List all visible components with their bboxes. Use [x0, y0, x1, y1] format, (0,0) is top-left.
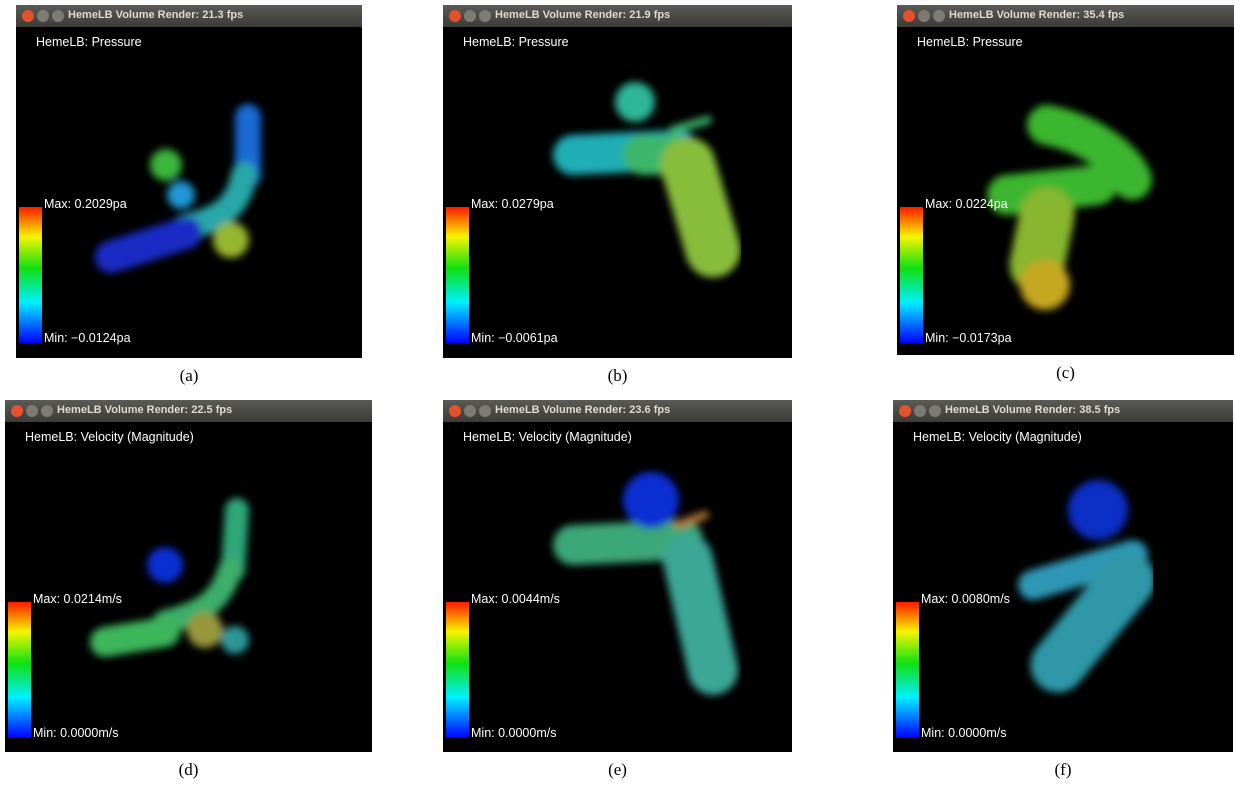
vessel-segment [1037, 215, 1047, 265]
field-label: HemeLB: Velocity (Magnitude) [913, 430, 1082, 444]
vessel [573, 82, 713, 250]
vessel-segment [105, 632, 165, 642]
field-label: HemeLB: Pressure [36, 35, 142, 49]
vessel-bulb [1068, 480, 1128, 540]
vessel [573, 472, 713, 670]
caption: (b) [608, 366, 628, 386]
render-view [443, 400, 792, 752]
vessel-bulb [150, 149, 182, 181]
vessel-segment [688, 560, 713, 670]
vessel-bulb [221, 626, 249, 654]
vessel-segment [673, 120, 708, 130]
min-label: Min: −0.0173pa [925, 331, 1012, 345]
color-bar [896, 602, 919, 738]
min-label: Min: 0.0000m/s [33, 726, 118, 740]
color-bar [446, 602, 469, 738]
render-view [443, 5, 792, 358]
max-label: Max: 0.0044m/s [471, 592, 560, 606]
min-label: Min: −0.0061pa [471, 331, 558, 345]
render-view [16, 5, 362, 358]
color-bar [8, 602, 31, 738]
vessel-bulb [623, 472, 679, 528]
field-label: HemeLB: Pressure [917, 35, 1023, 49]
render-view [5, 400, 372, 752]
vessel [1007, 125, 1132, 310]
vessel-bulb [187, 612, 223, 648]
min-label: Min: 0.0000m/s [921, 726, 1006, 740]
field-label: HemeLB: Pressure [463, 35, 569, 49]
vessel [111, 117, 249, 258]
color-bar [19, 207, 42, 343]
render-view [893, 400, 1233, 752]
vessel-bulb [1020, 260, 1070, 310]
max-label: Max: 0.0224pa [925, 197, 1008, 211]
field-label: HemeLB: Velocity (Magnitude) [463, 430, 632, 444]
max-label: Max: 0.0214m/s [33, 592, 122, 606]
vessel-bulb [167, 181, 195, 209]
max-label: Max: 0.0080m/s [921, 592, 1010, 606]
vessel-segment [111, 233, 186, 257]
vessel [105, 510, 249, 654]
color-bar [446, 207, 469, 343]
max-label: Max: 0.2029pa [44, 197, 127, 211]
vessel-bulb [147, 547, 183, 583]
vessel-segment [186, 175, 244, 227]
vessel-segment [678, 515, 705, 525]
vessel-bulb [615, 82, 655, 122]
vessel [1033, 480, 1133, 665]
vessel-segment [688, 165, 713, 250]
caption: (f) [1055, 760, 1072, 780]
vessel-bulb [213, 222, 249, 258]
min-label: Min: 0.0000m/s [471, 726, 556, 740]
figure: HemeLB Volume Render: 21.3 fpsHemeLB: Pr… [0, 0, 1235, 789]
render-view [897, 5, 1234, 355]
caption: (e) [608, 760, 627, 780]
vessel-segment [1058, 580, 1128, 665]
min-label: Min: −0.0124pa [44, 331, 131, 345]
max-label: Max: 0.0279pa [471, 197, 554, 211]
caption: (a) [180, 366, 199, 386]
caption: (c) [1056, 363, 1075, 383]
caption: (d) [179, 760, 199, 780]
color-bar [900, 207, 923, 343]
field-label: HemeLB: Velocity (Magnitude) [25, 430, 194, 444]
vessel-segment [573, 540, 683, 545]
